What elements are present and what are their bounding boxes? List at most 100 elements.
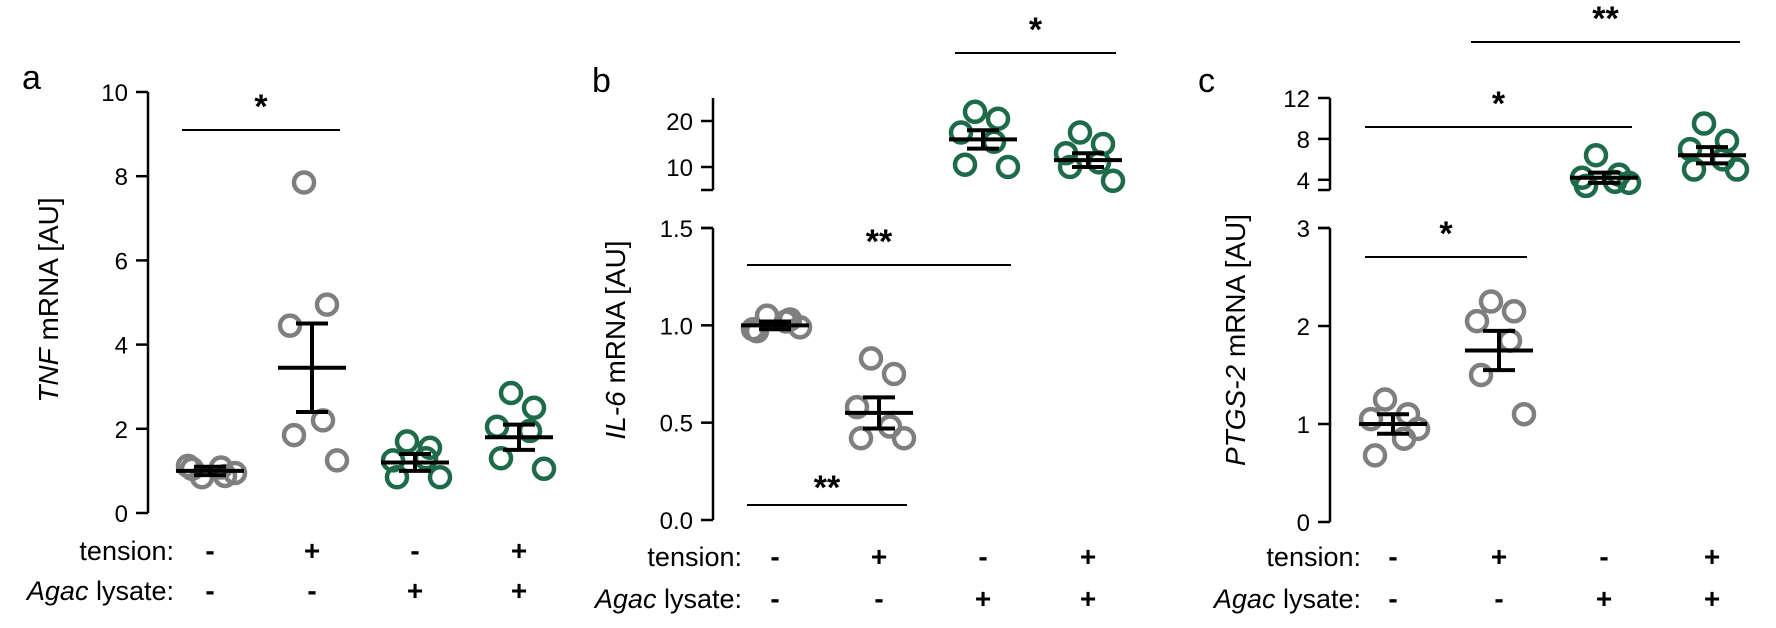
data-point: [881, 361, 907, 387]
tension-row-label-text: tension:: [647, 542, 742, 572]
data-point: [948, 120, 974, 145]
lysate-mark: +: [407, 575, 423, 606]
panel-label-c: c: [1198, 62, 1215, 100]
lysate-mark: +: [1596, 583, 1612, 614]
lysate-mark: -: [307, 575, 316, 606]
lysate-row-label-gene: Agac: [593, 584, 657, 614]
tension-row-label: tension:: [79, 536, 174, 566]
y-tick-label: 20: [666, 109, 693, 136]
tension-row-label-text: tension:: [1266, 542, 1361, 572]
panel-a: a 0 2 4 6 8 10 TNF mRNA [AU] - - + - - + + + tension: Aga…: [22, 59, 557, 606]
y-tick-label: 0: [1297, 510, 1310, 537]
group-2: [844, 346, 917, 451]
data-point: [962, 99, 988, 125]
lysate-mark: +: [1080, 583, 1096, 614]
group-4: [1053, 120, 1126, 194]
data-point: [277, 313, 303, 338]
y-tick-label: 6: [115, 248, 128, 275]
data-point: [858, 346, 884, 371]
data-point: [222, 460, 248, 486]
significance-label: *: [254, 88, 268, 126]
y-tick-label: 1.0: [660, 313, 693, 340]
data-point: [291, 170, 317, 195]
y-axis-title: TNF mRNA [AU]: [33, 197, 64, 402]
y-tick-label: 10: [101, 80, 128, 107]
data-point: [531, 456, 557, 482]
data-point: [952, 152, 978, 177]
y-tick-label: 0.5: [660, 411, 693, 438]
y-tick-label: 2: [115, 417, 128, 444]
y-axis-title: IL-6 mRNA [AU]: [600, 240, 631, 439]
lysate-row-label-text: lysate:: [1275, 584, 1361, 614]
data-point: [1067, 120, 1093, 145]
lysate-row-label-text: lysate:: [656, 584, 742, 614]
tension-mark: +: [871, 541, 887, 572]
tension-mark: +: [304, 535, 320, 566]
panel-label-a: a: [22, 59, 41, 97]
y-tick-label: 8: [1297, 127, 1310, 154]
data-point: [1464, 308, 1490, 334]
y-tick-label: 0: [115, 501, 128, 528]
significance-label: **: [1592, 0, 1619, 38]
group-1: [175, 453, 248, 490]
group-1: [740, 303, 813, 344]
data-point: [281, 422, 307, 448]
lysate-row-label: Agac lysate:: [593, 584, 742, 614]
y-axis-title-gene: TNF: [33, 346, 64, 402]
data-point: [848, 425, 874, 451]
significance-label: **: [814, 469, 841, 507]
data-point: [1501, 299, 1527, 324]
y-tick-label: 10: [666, 155, 693, 182]
data-point: [1362, 443, 1388, 468]
lysate-mark: -: [874, 583, 883, 614]
y-axis-title-gene: PTGS-2: [1220, 364, 1251, 466]
data-point: [995, 154, 1021, 180]
data-point: [985, 106, 1011, 131]
data-point: [1691, 111, 1717, 136]
lysate-mark: -: [770, 583, 779, 614]
data-point: [1358, 406, 1384, 432]
lysate-mark: -: [1494, 583, 1503, 614]
significance-label: *: [1029, 11, 1043, 49]
tension-mark: -: [770, 541, 779, 572]
significance-label: **: [866, 223, 893, 261]
significance-label: *: [1439, 215, 1453, 253]
panel-b: b 0.0 0.5 1.0 1.5 10 20 IL-6 mRNA [AU] - - + - - + + + t…: [592, 11, 1126, 614]
data-point: [1405, 416, 1431, 442]
tension-mark: -: [205, 535, 214, 566]
lysate-row-label-gene: Agac: [1212, 584, 1276, 614]
data-point: [484, 414, 510, 439]
data-point: [844, 394, 870, 420]
tension-mark: -: [978, 541, 987, 572]
data-point: [1724, 157, 1750, 182]
data-point: [324, 448, 350, 473]
data-point: [314, 292, 340, 317]
group-3: [380, 429, 453, 490]
significance-label: *: [1492, 85, 1506, 123]
y-axis-title-unit: mRNA [AU]: [600, 240, 631, 391]
y-axis-title-gene: IL-6: [600, 391, 631, 440]
y-tick-label: 0.0: [660, 508, 693, 535]
y-tick-label: 1: [1297, 412, 1310, 439]
group-2: [277, 170, 350, 473]
data-point: [498, 380, 524, 406]
data-point: [394, 429, 420, 454]
tension-mark: -: [1599, 541, 1608, 572]
data-point: [1497, 328, 1523, 353]
lysate-mark: +: [975, 583, 991, 614]
data-point: [1468, 362, 1494, 388]
y-tick-label: 4: [1297, 168, 1310, 195]
lysate-mark: +: [511, 575, 527, 606]
data-point: [1681, 157, 1707, 182]
y-tick-label: 1.5: [660, 216, 693, 243]
data-point: [488, 446, 514, 471]
tension-row-label: tension:: [647, 542, 742, 572]
lysate-mark: -: [205, 575, 214, 606]
data-point: [1100, 168, 1126, 194]
lysate-mark: +: [1704, 583, 1720, 614]
tension-mark: +: [1491, 541, 1507, 572]
group-3: [1569, 142, 1642, 199]
data-point: [427, 464, 453, 490]
